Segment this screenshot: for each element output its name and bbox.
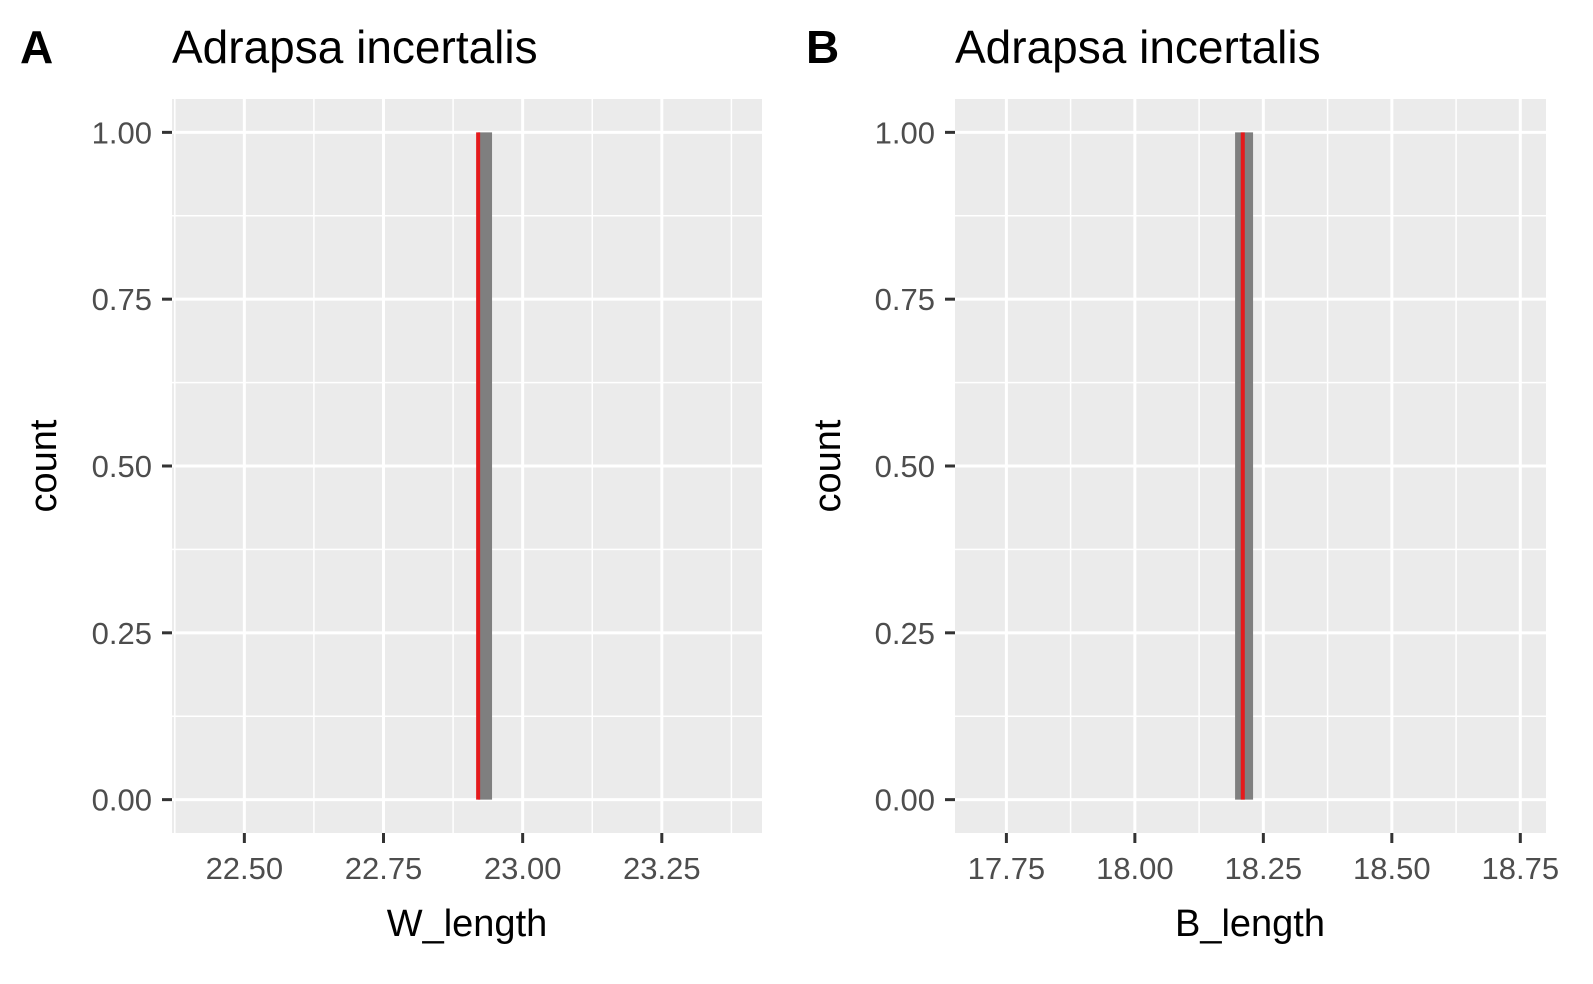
panel-a-x-axis-title: W_length	[387, 903, 548, 945]
panel-b-x-tick-label: 18.00	[1096, 851, 1174, 886]
panel-b-y-tick-label: 0.75	[875, 282, 935, 317]
panel-a-x-tick-label: 22.75	[345, 851, 423, 886]
panel-b-x-axis-title: B_length	[1175, 903, 1325, 945]
panel-letter-a: A	[20, 21, 53, 73]
panel-b-y-tick-label: 0.25	[875, 616, 935, 651]
panel-b-y-axis-title: count	[807, 419, 849, 512]
panel-a-histogram-bar	[478, 132, 493, 800]
panel-b-x-tick-label: 18.75	[1482, 851, 1560, 886]
panel-a-y-tick-label: 0.50	[92, 449, 152, 484]
panel-letter-b: B	[806, 21, 839, 73]
panel-b-y-tick-label: 1.00	[875, 115, 935, 150]
panel-b-x-tick-label: 18.25	[1225, 851, 1303, 886]
panel-a-y-axis-title: count	[23, 419, 65, 512]
panel-b-x-tick-label: 18.50	[1353, 851, 1431, 886]
panel-b-y-tick-label: 0.50	[875, 449, 935, 484]
panel-a-y-tick-label: 0.00	[92, 783, 152, 818]
panel-b-x-ticks: 17.75 18.00 18.25 18.50 18.75	[968, 833, 1559, 886]
panel-a-x-ticks: 22.50 22.75 23.00 23.25	[206, 833, 701, 886]
panel-a-x-tick-label: 23.00	[484, 851, 562, 886]
panel-a-title: Adrapsa incertalis	[172, 21, 538, 73]
panel-b-x-tick-label: 17.75	[968, 851, 1046, 886]
panel-a-y-tick-label: 0.75	[92, 282, 152, 317]
panel-a-x-tick-label: 23.25	[623, 851, 701, 886]
panel-a-y-ticks: 0.00 0.25 0.50 0.75 1.00	[92, 115, 172, 818]
panel-b-title: Adrapsa incertalis	[955, 21, 1321, 73]
panel-b-y-ticks: 0.00 0.25 0.50 0.75 1.00	[875, 115, 955, 818]
panel-b: B Adrapsa incertalis 0.00 0.25 0.50 0.75 1.0…	[806, 21, 1559, 945]
panel-a-grid	[172, 99, 762, 833]
panel-a-bars	[478, 132, 493, 800]
panel-a-y-tick-label: 0.25	[92, 616, 152, 651]
panel-a: A Adrapsa incertalis 0.00 0.25 0.50 0.75 1.0…	[20, 21, 762, 945]
panel-b-y-tick-label: 0.00	[875, 783, 935, 818]
panel-a-x-tick-label: 22.50	[206, 851, 284, 886]
panel-a-y-tick-label: 1.00	[92, 115, 152, 150]
